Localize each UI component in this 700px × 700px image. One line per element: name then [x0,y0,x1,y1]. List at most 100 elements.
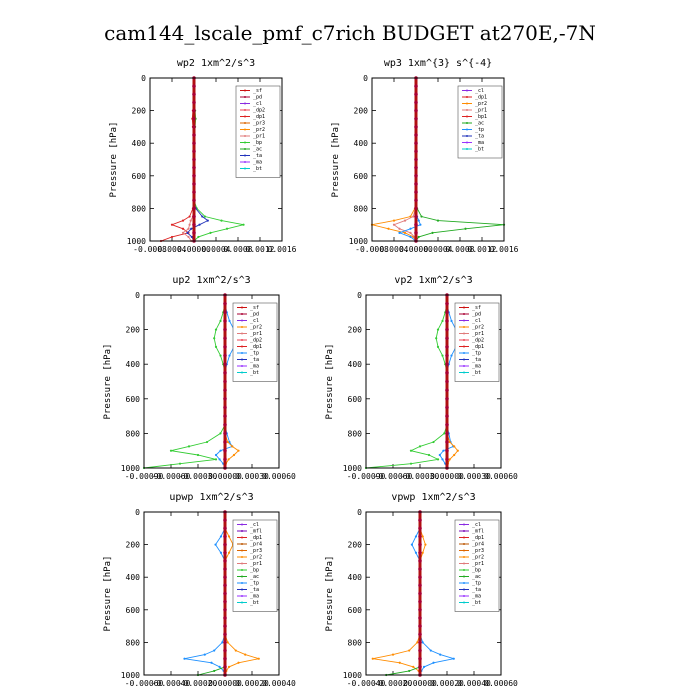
legend-marker [244,167,246,170]
legend-label: _pr4 [472,542,484,548]
x-tick-label: -0.00090 [125,472,164,481]
legend-label: _sf [250,305,259,311]
x-tick-label: 0.00000 [430,472,464,481]
series-point [219,535,223,538]
y-tick-label: 0 [135,291,140,300]
x-tick-label: 0.00000 [208,679,242,688]
legend-label: _pr1 [250,561,262,567]
legend-label: _pr1 [475,108,487,114]
zero-profile-marker [414,174,418,178]
series-point [218,665,221,668]
series-point [206,219,209,222]
zero-profile-marker [414,84,418,88]
legend-label: _ma [472,364,481,370]
x-tick-label: 0.0004 [380,245,409,254]
legend-marker [244,122,246,124]
legend-marker [241,319,243,322]
y-tick-label: 600 [132,172,147,181]
legend-marker [466,102,468,105]
series-point [387,227,390,230]
series-point [225,227,229,230]
legend-label: _tp [250,351,259,357]
zero-profile-marker [414,157,418,162]
legend-label: _ta [472,587,481,593]
zero-profile-marker [223,353,227,358]
legend-label: _mfl [250,529,262,535]
legend-marker [466,135,468,137]
legend-marker [463,562,465,565]
series-point [219,319,222,323]
x-tick-label: 0.0016 [268,245,297,254]
y-axis-label: Pressure [hPa] [325,344,335,420]
series-point [170,235,174,239]
legend-label: _tp [472,581,481,587]
series-point [237,661,240,664]
legend-marker [463,352,465,354]
zero-profile-marker [418,616,422,620]
series-point [398,227,401,230]
y-tick-label: 400 [348,360,363,369]
series-point [417,235,420,239]
series-point [448,440,451,444]
zero-profile-marker [223,591,227,596]
series-point [436,328,440,331]
series-point [438,453,441,457]
series-point [409,235,412,239]
series-point [421,551,424,554]
zero-profile-marker [223,526,227,531]
y-tick-label: 600 [348,395,363,404]
series-point [421,535,424,538]
series-point [237,449,240,452]
legend-label: _ma [250,594,259,600]
zero-profile-marker [418,550,422,555]
series-point [435,337,438,340]
series-point [242,223,245,226]
series-point [214,328,218,331]
legend-label: _ta [475,134,484,140]
series-point [188,215,191,218]
series-point [178,462,182,465]
series-point [414,535,418,538]
zero-profile-marker [414,206,418,211]
series-point [214,453,218,457]
x-tick-label: -0.00040 [347,679,386,688]
zero-profile-marker [192,92,196,97]
zero-profile-marker [445,371,449,375]
zero-profile-marker [192,214,196,219]
legend-label: _dp2 [253,108,265,114]
zero-profile-marker [223,542,227,547]
series-point [429,649,432,652]
zero-profile-marker [418,542,422,547]
legend-marker [244,109,246,111]
legend-marker [244,96,246,98]
x-tick-label: -0.00060 [374,472,413,481]
legend-marker [463,339,465,341]
legend-label: _dp2 [250,338,262,344]
panel-title: vpwp 1xm^2/s^3 [391,492,475,503]
legend-label: _dp1 [253,114,265,120]
series-point [424,543,427,546]
legend-marker [244,161,246,163]
zero-profile-marker [414,165,418,170]
zero-profile-marker [223,371,227,375]
series-point [214,345,218,348]
chart-panel-3: up2 1xm^2/s^3 Pressure [hPa] 0 200 400 600 800… [103,275,296,481]
legend-marker [244,128,246,131]
legend-label: _dp1 [475,95,487,101]
legend-label: _pr2 [472,325,484,331]
zero-profile-marker [223,624,227,628]
legend-marker [244,102,246,105]
series-point [187,235,190,239]
plot-frame [365,511,502,676]
zero-profile-marker [445,405,449,410]
y-tick-label: 800 [126,429,141,438]
x-tick-label: 0.00020 [235,679,269,688]
zero-profile-marker [418,640,422,645]
legend-label: _cl [250,318,259,324]
series-point [418,445,422,448]
series-point [219,551,223,554]
x-tick-label: -0.00090 [347,472,386,481]
series-line-pr2 [372,512,426,676]
legend-marker [241,601,243,604]
legend-label: _bp1 [475,114,487,120]
